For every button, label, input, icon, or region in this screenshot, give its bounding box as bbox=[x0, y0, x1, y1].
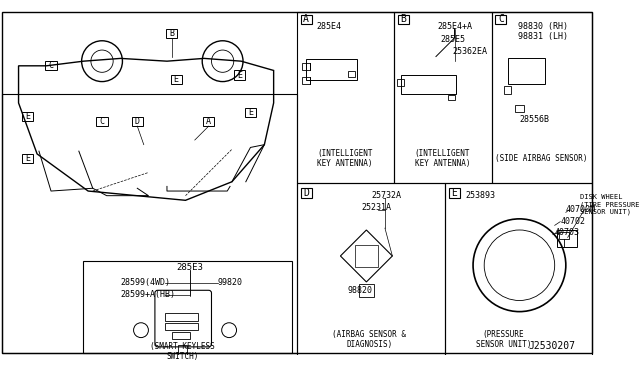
Bar bbox=[171, 75, 182, 84]
Text: 98830 (RH): 98830 (RH) bbox=[518, 22, 568, 31]
Text: 99820: 99820 bbox=[218, 278, 243, 287]
Bar bbox=[83, 261, 292, 353]
Bar bbox=[398, 15, 409, 24]
Bar bbox=[245, 108, 256, 117]
Bar bbox=[401, 75, 456, 94]
Bar bbox=[359, 284, 374, 297]
Bar bbox=[45, 61, 56, 70]
Text: E: E bbox=[452, 188, 458, 198]
Text: B: B bbox=[169, 29, 174, 38]
Text: 98820: 98820 bbox=[348, 286, 373, 295]
Bar bbox=[492, 12, 592, 183]
Bar bbox=[178, 345, 188, 356]
Bar bbox=[495, 15, 506, 24]
Bar bbox=[165, 323, 198, 330]
Text: 285E4+A: 285E4+A bbox=[437, 22, 472, 31]
Bar bbox=[355, 245, 378, 267]
Bar bbox=[22, 112, 33, 122]
Text: 40700M: 40700M bbox=[566, 205, 596, 214]
Bar bbox=[297, 183, 445, 358]
Text: A: A bbox=[303, 15, 309, 25]
Bar bbox=[504, 86, 511, 94]
Text: B: B bbox=[401, 15, 406, 25]
Bar bbox=[448, 94, 456, 100]
Bar bbox=[301, 188, 312, 198]
Text: E: E bbox=[173, 75, 179, 84]
Text: 285E3: 285E3 bbox=[177, 263, 204, 272]
Bar bbox=[397, 79, 404, 86]
Bar bbox=[306, 59, 357, 80]
Text: D: D bbox=[303, 188, 309, 198]
Bar bbox=[166, 29, 177, 38]
Bar bbox=[348, 71, 355, 77]
Text: (INTELLIGENT
KEY ANTENNA): (INTELLIGENT KEY ANTENNA) bbox=[317, 149, 373, 168]
Text: 285E5: 285E5 bbox=[440, 35, 465, 44]
Bar bbox=[97, 117, 108, 126]
Text: 28599+A(HB): 28599+A(HB) bbox=[120, 291, 175, 299]
Bar bbox=[2, 94, 297, 353]
Bar bbox=[445, 183, 592, 358]
Text: (SMART KEYLESS
SWITCH): (SMART KEYLESS SWITCH) bbox=[150, 342, 215, 361]
Bar bbox=[132, 117, 143, 126]
Text: 25362EA: 25362EA bbox=[452, 47, 488, 57]
Text: 98831 (LH): 98831 (LH) bbox=[518, 32, 568, 41]
Bar bbox=[302, 77, 310, 84]
Bar bbox=[297, 12, 394, 183]
Text: 25732A: 25732A bbox=[371, 191, 401, 200]
Text: A: A bbox=[206, 117, 211, 126]
Bar bbox=[449, 188, 460, 198]
Bar bbox=[557, 230, 577, 247]
Text: C: C bbox=[100, 117, 104, 126]
Bar bbox=[515, 105, 524, 112]
Text: 253893: 253893 bbox=[466, 191, 495, 200]
Text: C: C bbox=[498, 15, 504, 25]
Text: 28599(4WD): 28599(4WD) bbox=[120, 278, 171, 287]
Bar bbox=[394, 12, 492, 183]
Text: E: E bbox=[237, 71, 242, 80]
Text: J2530207: J2530207 bbox=[528, 341, 575, 351]
Bar bbox=[165, 314, 198, 321]
Text: 285E4: 285E4 bbox=[317, 22, 342, 31]
Text: C: C bbox=[49, 61, 54, 70]
Bar bbox=[22, 154, 33, 163]
Text: (AIRBAG SENSOR &
DIAGNOSIS): (AIRBAG SENSOR & DIAGNOSIS) bbox=[332, 330, 406, 349]
Text: 25231A: 25231A bbox=[362, 203, 392, 212]
Bar bbox=[301, 15, 312, 24]
Text: E: E bbox=[248, 108, 253, 117]
Text: DISK WHEEL
(TIRE PRESSURE
SENSOR UNIT): DISK WHEEL (TIRE PRESSURE SENSOR UNIT) bbox=[580, 195, 639, 215]
Text: (PRESSURE
SENSOR UNIT): (PRESSURE SENSOR UNIT) bbox=[476, 330, 531, 349]
Text: 40703: 40703 bbox=[555, 228, 580, 237]
Bar bbox=[302, 63, 310, 70]
Bar bbox=[559, 232, 568, 239]
Text: E: E bbox=[26, 112, 30, 121]
Text: D: D bbox=[135, 117, 140, 126]
Bar bbox=[172, 332, 190, 340]
Text: 28556B: 28556B bbox=[520, 115, 550, 124]
Bar bbox=[508, 58, 545, 84]
Text: E: E bbox=[26, 154, 30, 163]
Bar bbox=[203, 117, 214, 126]
Bar bbox=[234, 70, 245, 80]
Text: 40702: 40702 bbox=[560, 217, 585, 226]
Text: (SIDE AIRBAG SENSOR): (SIDE AIRBAG SENSOR) bbox=[495, 154, 588, 163]
Text: (INTELLIGENT
KEY ANTENNA): (INTELLIGENT KEY ANTENNA) bbox=[415, 149, 470, 168]
